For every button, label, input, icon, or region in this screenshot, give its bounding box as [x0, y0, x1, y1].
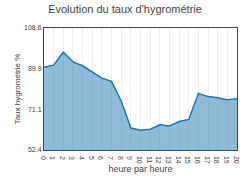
svg-text:16: 16: [194, 156, 201, 164]
svg-text:15: 15: [184, 156, 191, 164]
svg-text:7: 7: [107, 156, 114, 160]
svg-text:8: 8: [117, 156, 124, 160]
svg-text:2: 2: [59, 156, 66, 160]
svg-text:13: 13: [165, 156, 172, 164]
svg-text:1: 1: [49, 156, 56, 160]
svg-text:10: 10: [136, 156, 143, 164]
svg-text:18: 18: [213, 156, 220, 164]
svg-text:108.6: 108.6: [24, 24, 42, 31]
svg-text:11: 11: [146, 156, 153, 163]
svg-text:71.1: 71.1: [28, 106, 42, 113]
svg-text:4: 4: [78, 156, 85, 160]
svg-text:9: 9: [126, 156, 133, 160]
svg-text:14: 14: [175, 156, 182, 164]
svg-text:19: 19: [223, 156, 230, 164]
svg-text:89.9: 89.9: [28, 65, 42, 72]
svg-text:52.4: 52.4: [28, 146, 42, 153]
svg-text:6: 6: [97, 156, 104, 160]
svg-text:heure par heure: heure par heure: [108, 164, 172, 174]
svg-text:5: 5: [88, 156, 95, 160]
svg-text:3: 3: [68, 156, 75, 160]
svg-text:20: 20: [233, 156, 240, 164]
svg-text:0: 0: [40, 156, 47, 160]
svg-text:Taux hygrométrie %: Taux hygrométrie %: [13, 54, 22, 125]
svg-text:17: 17: [204, 156, 211, 164]
svg-text:12: 12: [155, 156, 162, 164]
svg-text:Evolution du taux d'hygrométri: Evolution du taux d'hygrométrie: [48, 3, 202, 15]
